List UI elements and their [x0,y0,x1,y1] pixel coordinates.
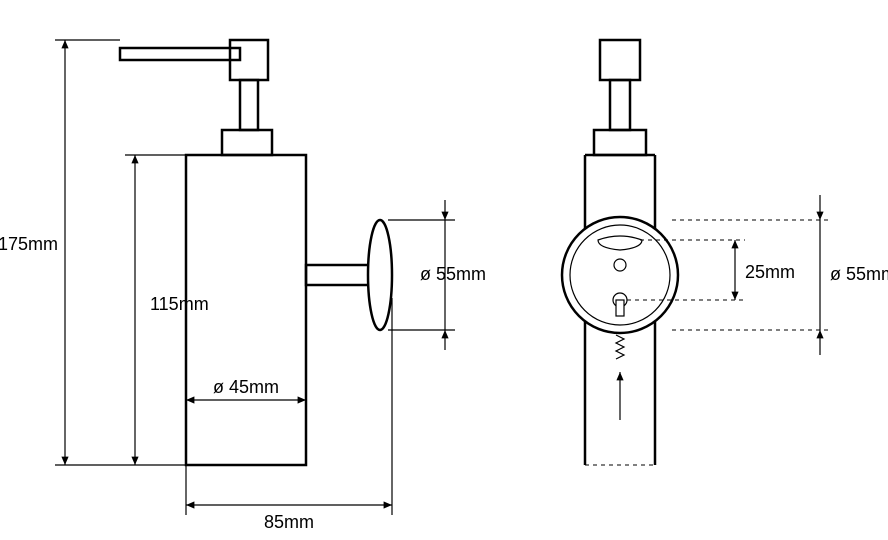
dim-total-width: 85mm [186,298,392,532]
dim-mount-diameter-left-label: ø 55mm [420,264,486,284]
pump-head-rear [600,40,640,80]
dim-total-width-label: 85mm [264,512,314,532]
dim-total-height: 175mm [0,40,186,465]
bracket-arm [306,265,372,285]
rear-view: 25mm ø 55mm [562,40,888,465]
dimension-drawing: 175mm 115mm ø 45mm 85mm ø 55mm [0,0,888,540]
dim-body-diameter: ø 45mm [186,377,306,400]
mount-disk-edge [368,220,392,330]
screw-icon [616,335,624,359]
dim-total-height-label: 175mm [0,234,58,254]
side-view: 175mm 115mm ø 45mm 85mm ø 55mm [0,40,486,532]
pump-stem [240,80,258,130]
cap [222,130,272,155]
dim-mount-diameter-left: ø 55mm [388,200,486,350]
pump-stem-rear [610,80,630,130]
dim-mount-diameter-right-label: ø 55mm [830,264,888,284]
pump-pipe [120,48,240,60]
dim-mount-diameter-right: ø 55mm [820,195,888,355]
dim-body-diameter-label: ø 45mm [213,377,279,397]
cap-rear [594,130,646,155]
dim-body-height: 115mm [125,155,209,465]
dim-hole-spacing: 25mm [735,240,795,300]
dim-body-height-label: 115mm [150,294,209,314]
dim-hole-spacing-label: 25mm [745,262,795,282]
